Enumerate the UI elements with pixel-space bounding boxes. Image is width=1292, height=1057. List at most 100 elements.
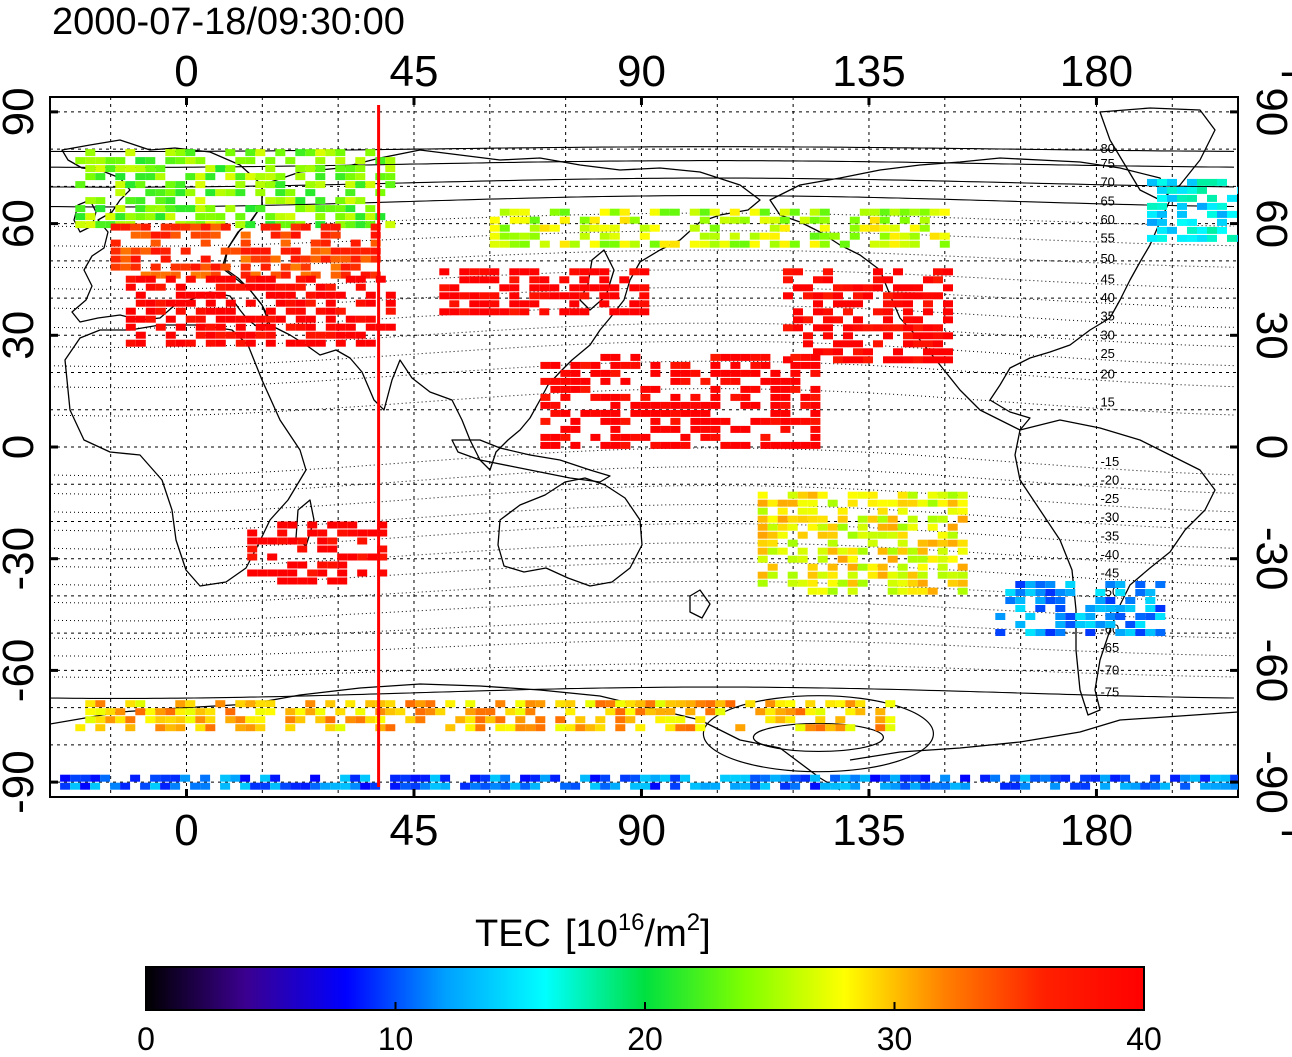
tec-cell [650, 425, 661, 433]
tec-cell [785, 700, 796, 708]
tec-cell [1035, 597, 1046, 604]
tec-cell [995, 629, 1006, 636]
tec-cell [930, 782, 941, 790]
tec-cell [887, 579, 898, 587]
tec-cell [539, 308, 550, 316]
tec-cell [505, 708, 516, 716]
tec-cell [795, 708, 806, 716]
tec-cell [640, 393, 651, 401]
maglat-contour [50, 686, 1235, 699]
tec-cell [295, 339, 306, 347]
tec-cell [630, 353, 641, 361]
tec-cell [605, 700, 616, 708]
tec-cell [669, 208, 680, 216]
tec-cell [377, 529, 388, 537]
tec-cell [175, 307, 186, 315]
tec-cell [200, 255, 211, 263]
tec-cell [225, 708, 236, 716]
tec-cell [699, 240, 710, 248]
maglat-label: -75 [1100, 685, 1119, 700]
tec-cell [155, 213, 166, 221]
tec-cell [839, 240, 850, 248]
tec-cell [465, 700, 476, 708]
tec-cell [495, 700, 506, 708]
tec-cell [1105, 613, 1116, 620]
tec-cell [767, 571, 778, 579]
tec-cell [897, 587, 908, 595]
tec-cell [470, 774, 481, 782]
coast-australia [497, 477, 643, 587]
tec-cell [907, 515, 918, 523]
tec-cell [250, 255, 261, 263]
tec-cell [615, 724, 626, 732]
tec-cell [1187, 218, 1197, 226]
tec-cell [535, 716, 546, 724]
tec-cell [1190, 774, 1201, 782]
tec-cell [833, 356, 843, 364]
tec-cell [630, 433, 641, 441]
tec-cell [410, 782, 421, 790]
tec-cell [620, 774, 631, 782]
tec-cell [1065, 589, 1076, 596]
tec-cell [345, 189, 356, 197]
y-tick-label-left: 60 [0, 199, 43, 248]
tec-cell [320, 239, 331, 247]
tec-cell [285, 716, 296, 724]
maglat-label: 40 [1100, 290, 1114, 305]
tec-cell [857, 515, 868, 523]
tec-cell [590, 774, 601, 782]
tec-cell [165, 157, 176, 165]
tec-cell [297, 561, 308, 569]
tec-cell [610, 361, 621, 369]
tec-cell [325, 291, 336, 299]
tec-cell [135, 213, 146, 221]
tec-cell [810, 425, 821, 433]
chart-title: 2000-07-18/09:30:00 [52, 1, 405, 43]
tec-cell [490, 774, 501, 782]
tec-cell [175, 291, 186, 299]
tec-cell [305, 181, 316, 189]
tec-cell [863, 348, 873, 356]
tec-cell [927, 587, 938, 595]
tec-cell [280, 271, 291, 279]
tec-cell [105, 221, 116, 229]
tec-cell [1147, 210, 1157, 218]
tec-cell [499, 240, 510, 248]
tec-cell [800, 353, 811, 361]
tec-cell [883, 316, 893, 324]
x-tick-label-bottom: 135 [832, 806, 905, 855]
coast-indonesia [451, 439, 611, 483]
tec-cell [579, 276, 590, 284]
tec-cell [370, 255, 381, 263]
tec-cell [1070, 782, 1081, 790]
tec-cell [265, 213, 276, 221]
tec-cell [255, 315, 266, 323]
tec-cell [790, 377, 801, 385]
tec-cell [1110, 774, 1121, 782]
x-tick-label-top: 0 [174, 47, 198, 96]
tec-cell [843, 308, 853, 316]
maglat-contour [50, 249, 1235, 269]
tec-cell [220, 782, 231, 790]
tec-cell [1147, 234, 1157, 242]
tec-cell [943, 268, 953, 276]
axis-ticks [50, 97, 1238, 797]
tec-cell [220, 223, 231, 231]
tec-cell [160, 782, 171, 790]
tec-cell [85, 708, 96, 716]
tec-cell [95, 700, 106, 708]
tec-cell [295, 205, 306, 213]
tec-cell [775, 716, 786, 724]
tec-cell [827, 547, 838, 555]
tec-cell [185, 157, 196, 165]
tec-cell [777, 515, 788, 523]
tec-cell [883, 300, 893, 308]
tec-cell [827, 587, 838, 595]
tec-cell [1115, 605, 1126, 612]
tec-cell [700, 425, 711, 433]
tec-cell [730, 369, 741, 377]
tec-cell [1065, 621, 1076, 628]
tec-cell [610, 353, 621, 361]
maglat-label: 20 [1100, 366, 1114, 381]
tec-cell [135, 205, 146, 213]
